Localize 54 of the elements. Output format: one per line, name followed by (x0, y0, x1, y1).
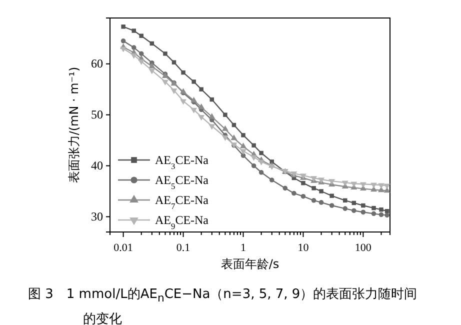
point (300, 194, 306, 199)
y-tick-label: 50 (91, 108, 103, 122)
point (252, 143, 256, 148)
point (181, 70, 186, 75)
point (311, 198, 316, 203)
point (120, 38, 126, 44)
point (148, 62, 156, 68)
point (131, 45, 136, 50)
point (170, 88, 178, 94)
point (190, 96, 198, 102)
point (352, 208, 356, 213)
point (372, 206, 376, 210)
point (361, 203, 366, 208)
point (172, 60, 176, 64)
point (190, 108, 198, 114)
point (240, 142, 246, 148)
point (371, 211, 376, 216)
chart-title: 图 3 1 mmol/L的AE$_{n}$CE−Na（n=3, 5, 7, 9）的表面张力随时间的变化 (28, 287, 418, 325)
x-tick-label: 10 (298, 242, 310, 254)
point (301, 180, 306, 186)
x-tick-label: 0.01 (114, 242, 133, 254)
point (251, 163, 256, 168)
y-tick-label: 30 (91, 210, 103, 224)
point (360, 210, 366, 215)
y-tick-label: 60 (91, 56, 103, 71)
x-axis-title: 表面年龄/s (220, 257, 280, 271)
legend-label: AE$_{3}$CE-Na (155, 153, 210, 170)
x-tick-label: 0.1 (176, 242, 190, 254)
point (208, 124, 216, 130)
point (360, 182, 366, 188)
x-tick-label: 100 (354, 242, 372, 254)
point (292, 190, 296, 196)
x-tick-label: 1 (240, 242, 246, 254)
point (241, 133, 246, 138)
point (230, 134, 238, 140)
point (250, 155, 258, 161)
legend-label: AE$_{5}$CE-Na (155, 173, 210, 190)
legend-label: AE$_{7}$CE-Na (155, 193, 210, 210)
point (132, 28, 136, 33)
point (370, 182, 377, 188)
point (208, 113, 216, 119)
point (130, 53, 138, 59)
y-tick-label: 40 (91, 158, 103, 173)
point (240, 149, 246, 155)
legend-label: AE$_{9}$CE-Na (155, 213, 210, 230)
point (312, 186, 316, 190)
point (180, 99, 186, 105)
point (121, 24, 126, 29)
point (192, 80, 196, 84)
y-axis-title: 表面张力/(mN · m⁻¹) (67, 66, 81, 184)
point (350, 182, 358, 188)
point (180, 88, 186, 94)
point (148, 68, 156, 74)
point (120, 46, 127, 52)
